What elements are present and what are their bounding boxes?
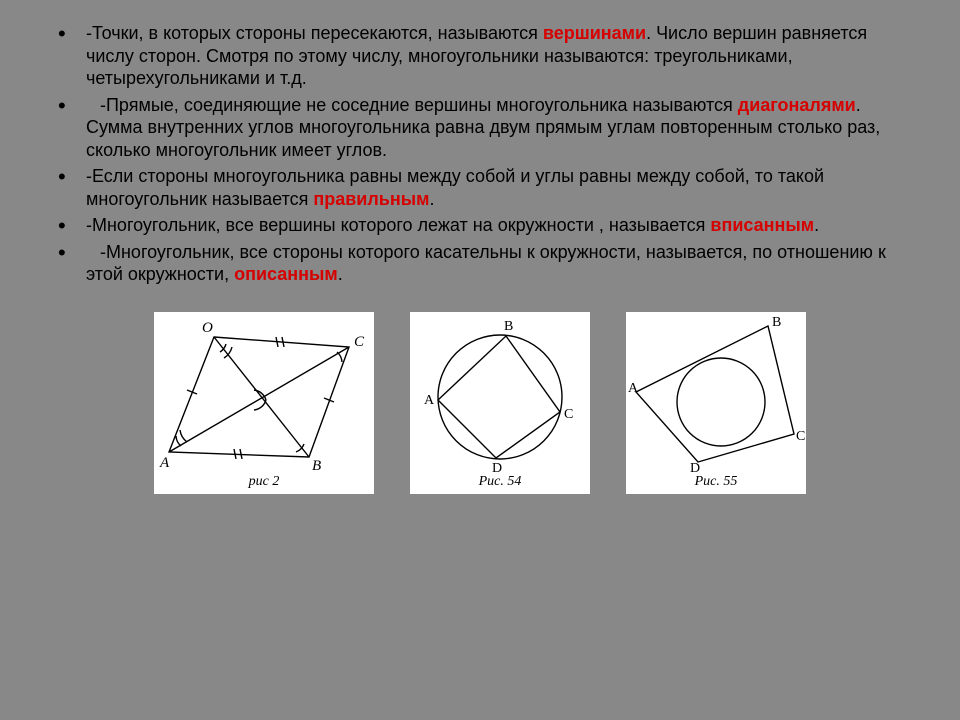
figure-caption: Рис. 55 — [695, 472, 738, 494]
bullet-text-pre: -Прямые, соединяющие не соседние вершины… — [100, 95, 738, 115]
bullet-item: -Если стороны многоугольника равны между… — [42, 165, 918, 210]
bullet-item: -Точки, в которых стороны пересекаются, … — [42, 22, 918, 90]
figure-caption: Рис. 54 — [479, 472, 522, 494]
figure-caption: рис 2 — [249, 472, 280, 494]
vertex-label-A: A — [424, 393, 435, 408]
keyword: описанным — [234, 264, 338, 284]
keyword: вершинами — [543, 23, 646, 43]
vertex-label-A: A — [159, 455, 170, 471]
bullet-item: -Многоугольник, все вершины которого леж… — [42, 214, 918, 237]
keyword: вписанным — [710, 215, 814, 235]
keyword: правильным — [313, 189, 429, 209]
vertex-label-C: C — [564, 407, 573, 422]
vertex-label-A: A — [628, 381, 639, 396]
bullet-text-pre: -Точки, в которых стороны пересекаются, … — [86, 23, 543, 43]
bullet-list: -Точки, в которых стороны пересекаются, … — [42, 22, 918, 286]
vertex-label-D: D — [690, 461, 700, 472]
keyword: диагоналями — [738, 95, 856, 115]
vertex-label-C: C — [796, 429, 805, 444]
bullet-item: -Многоугольник, все стороны которого кас… — [42, 241, 918, 286]
bullet-text-pre: -Многоугольник, все стороны которого кас… — [86, 242, 886, 285]
figure-circumscribed-svg: A B C D — [626, 312, 806, 472]
vertex-label-D: D — [492, 461, 502, 472]
vertex-label-B: B — [312, 458, 321, 472]
figures-row: O C B A рис 2 A B C D — [42, 312, 918, 494]
figure-inscribed: A B C D Рис. 54 — [410, 312, 590, 494]
bullet-text-pre: -Многоугольник, все вершины которого леж… — [86, 215, 710, 235]
bullet-text-post: . — [814, 215, 819, 235]
figure-circumscribed: A B C D Рис. 55 — [626, 312, 806, 494]
bullet-item: -Прямые, соединяющие не соседние вершины… — [42, 94, 918, 162]
bullet-text-pre: -Если стороны многоугольника равны между… — [86, 166, 824, 209]
vertex-label-B: B — [772, 315, 781, 330]
figure-parallelogram-svg: O C B A — [154, 312, 374, 472]
figure-parallelogram: O C B A рис 2 — [154, 312, 374, 494]
vertex-label-O: O — [202, 320, 213, 336]
vertex-label-B: B — [504, 319, 513, 334]
bullet-text-post: . — [429, 189, 434, 209]
bullet-text-post: . — [338, 264, 343, 284]
figure-inscribed-svg: A B C D — [410, 312, 590, 472]
slide-content: -Точки, в которых стороны пересекаются, … — [0, 0, 960, 504]
vertex-label-C: C — [354, 334, 365, 350]
